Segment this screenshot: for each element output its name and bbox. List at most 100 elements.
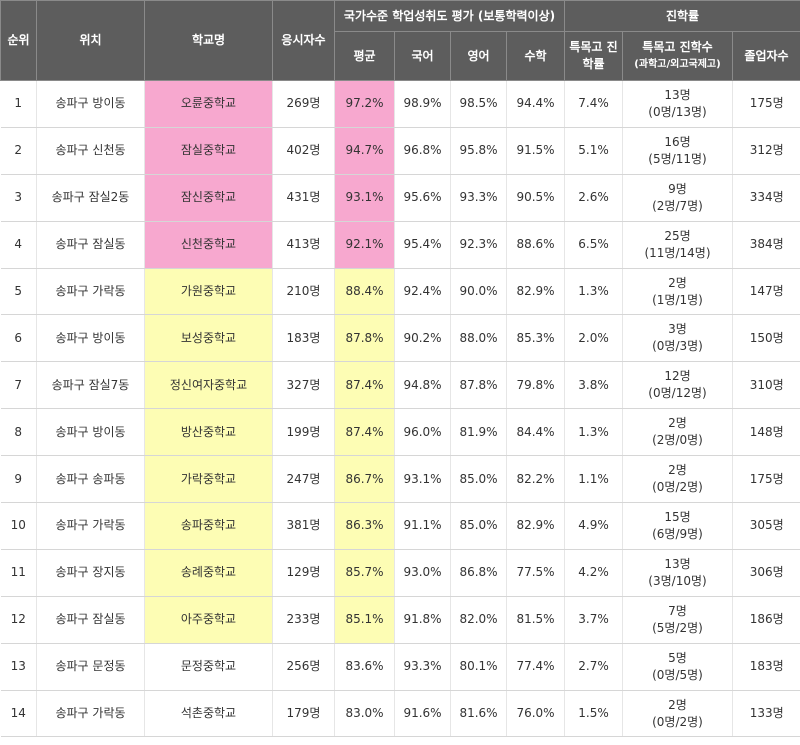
cell-examinees: 402명 <box>272 127 335 175</box>
table-row: 7 송파구 잠실7동 정신여자중학교 327명 87.4% 94.8% 87.8% 79.8%… <box>0 361 800 410</box>
table-row: 6 송파구 방이동 보성중학교 183명 87.8% 90.2% 88.0% 85.3% 2.0… <box>0 314 800 363</box>
cell-graduates: 334명 <box>732 174 800 222</box>
cell-special-count: 7명 (5명/2명) <box>622 596 733 644</box>
cell-examinees: 179명 <box>272 690 335 738</box>
cell-math: 90.5% <box>506 174 565 222</box>
cell-korean: 91.6% <box>394 690 451 738</box>
cell-location: 송파구 잠실7동 <box>36 361 145 410</box>
cell-graduates: 147명 <box>732 268 800 316</box>
cell-school: 보성중학교 <box>144 314 273 363</box>
special-count-total: 13명 <box>664 87 691 102</box>
cell-special-count: 13명 (0명/13명) <box>622 80 733 128</box>
cell-english: 85.0% <box>450 502 507 550</box>
table-row: 1 송파구 방이동 오륜중학교 269명 97.2% 98.9% 98.5% 94.4% 7.4… <box>0 80 800 128</box>
cell-graduates: 175명 <box>732 455 800 504</box>
cell-location: 송파구 장지동 <box>36 549 145 597</box>
cell-school: 아주중학교 <box>144 596 273 644</box>
cell-special-rate: 1.3% <box>564 408 623 457</box>
special-count-detail: (0명/3명) <box>652 339 703 354</box>
cell-school: 잠실중학교 <box>144 127 273 175</box>
cell-examinees: 210명 <box>272 268 335 316</box>
cell-english: 93.3% <box>450 174 507 222</box>
cell-math: 76.0% <box>506 690 565 738</box>
cell-graduates: 384명 <box>732 221 800 269</box>
cell-location: 송파구 신천동 <box>36 127 145 175</box>
cell-school: 방산중학교 <box>144 408 273 457</box>
cell-korean: 91.1% <box>394 502 451 550</box>
special-count-detail: (3명/10명) <box>648 573 707 588</box>
cell-school: 정신여자중학교 <box>144 361 273 410</box>
special-count-total: 12명 <box>664 369 691 384</box>
cell-examinees: 247명 <box>272 455 335 504</box>
cell-school: 가락중학교 <box>144 455 273 504</box>
cell-math: 88.6% <box>506 221 565 269</box>
special-count-total: 2명 <box>668 463 687 478</box>
cell-special-count: 13명 (3명/10명) <box>622 549 733 597</box>
cell-avg: 83.6% <box>334 643 395 691</box>
cell-korean: 92.4% <box>394 268 451 316</box>
cell-avg: 85.1% <box>334 596 395 644</box>
cell-school: 오륜중학교 <box>144 80 273 128</box>
cell-rank: 7 <box>0 361 37 410</box>
cell-special-count: 2명 (0명/2명) <box>622 690 733 738</box>
cell-korean: 96.8% <box>394 127 451 175</box>
cell-math: 79.8% <box>506 361 565 410</box>
cell-rank: 11 <box>0 549 37 597</box>
cell-examinees: 413명 <box>272 221 335 269</box>
header-special-count-sub: (과학고/외고국제고) <box>634 59 721 70</box>
cell-graduates: 310명 <box>732 361 800 410</box>
special-count-detail: (0명/5명) <box>652 667 703 682</box>
cell-school: 가원중학교 <box>144 268 273 316</box>
cell-rank: 4 <box>0 221 37 269</box>
cell-english: 87.8% <box>450 361 507 410</box>
special-count-detail: (5명/11명) <box>648 151 707 166</box>
special-count-total: 2명 <box>668 275 687 290</box>
cell-rank: 9 <box>0 455 37 504</box>
cell-rank: 3 <box>0 174 37 222</box>
special-count-detail: (2명/0명) <box>652 433 703 448</box>
cell-examinees: 129명 <box>272 549 335 597</box>
cell-korean: 90.2% <box>394 314 451 363</box>
cell-special-rate: 1.1% <box>564 455 623 504</box>
cell-location: 송파구 송파동 <box>36 455 145 504</box>
special-count-detail: (6명/9명) <box>652 526 703 541</box>
cell-special-rate: 5.1% <box>564 127 623 175</box>
cell-math: 77.5% <box>506 549 565 597</box>
special-count-total: 25명 <box>664 228 691 243</box>
cell-examinees: 269명 <box>272 80 335 128</box>
table-row: 11 송파구 장지동 송례중학교 129명 85.7% 93.0% 86.8% 77.5% 4.… <box>0 549 800 597</box>
header-graduates: 졸업자수 <box>732 31 800 81</box>
cell-graduates: 305명 <box>732 502 800 550</box>
cell-rank: 1 <box>0 80 37 128</box>
cell-school: 잠신중학교 <box>144 174 273 222</box>
special-count-total: 2명 <box>668 416 687 431</box>
header-location: 위치 <box>36 0 145 81</box>
special-count-total: 7명 <box>668 603 687 618</box>
header-special-rate: 특목고 진학률 <box>564 31 623 81</box>
cell-graduates: 183명 <box>732 643 800 691</box>
cell-rank: 14 <box>0 690 37 738</box>
cell-rank: 10 <box>0 502 37 550</box>
header-special-count: 특목고 진학수 (과학고/외고국제고) <box>622 31 733 81</box>
cell-avg: 87.4% <box>334 408 395 457</box>
cell-english: 86.8% <box>450 549 507 597</box>
cell-english: 88.0% <box>450 314 507 363</box>
header-korean: 국어 <box>394 31 451 81</box>
table-row: 10 송파구 가락동 송파중학교 381명 86.3% 91.1% 85.0% 82.9% 4.… <box>0 502 800 550</box>
cell-graduates: 175명 <box>732 80 800 128</box>
cell-examinees: 256명 <box>272 643 335 691</box>
table-row: 3 송파구 잠실2동 잠신중학교 431명 93.1% 95.6% 93.3% 90.5% 2.… <box>0 174 800 222</box>
header-school: 학교명 <box>144 0 273 81</box>
header-math: 수학 <box>506 31 565 81</box>
cell-examinees: 183명 <box>272 314 335 363</box>
cell-english: 80.1% <box>450 643 507 691</box>
cell-math: 84.4% <box>506 408 565 457</box>
cell-graduates: 148명 <box>732 408 800 457</box>
header-examinees: 응시자수 <box>272 0 335 81</box>
cell-special-count: 2명 (1명/1명) <box>622 268 733 316</box>
table-row: 8 송파구 방이동 방산중학교 199명 87.4% 96.0% 81.9% 84.4% 1.3… <box>0 408 800 457</box>
cell-avg: 87.8% <box>334 314 395 363</box>
cell-avg: 86.7% <box>334 455 395 504</box>
cell-school: 송파중학교 <box>144 502 273 550</box>
